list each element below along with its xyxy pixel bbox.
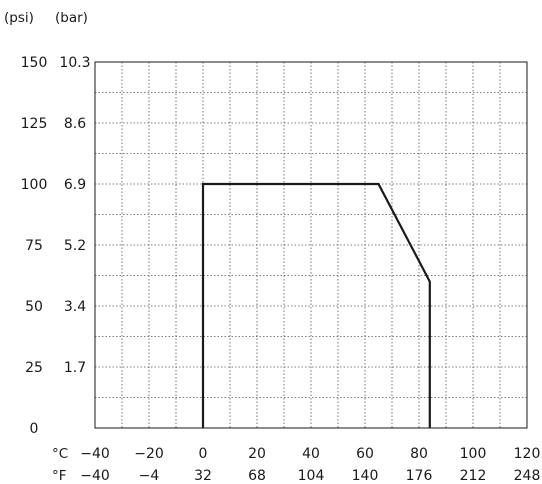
x-tick-label-celsius: 120 [514,446,541,462]
y-tick-label-psi: 150 [21,55,48,71]
y-tick-label-psi: 25 [25,360,43,376]
x-tick-label-celsius: 40 [302,446,320,462]
x-tick-label-celsius: 20 [248,446,266,462]
unit-celsius-label: °C [52,446,68,462]
x-tick-label-fahrenheit: −4 [139,468,160,484]
y-tick-label-psi: 0 [30,421,39,437]
x-tick-label-fahrenheit: 104 [298,468,325,484]
x-tick-label-fahrenheit: 248 [514,468,541,484]
grid [95,62,527,428]
unit-bar-label: (bar) [55,10,88,26]
x-tick-label-celsius: −20 [134,446,164,462]
x-tick-label-fahrenheit: −40 [80,468,110,484]
pressure-temperature-limit-line [201,182,431,428]
y-tick-label-bar: 6.9 [64,177,86,193]
y-tick-label-bar: 10.3 [59,55,90,71]
x-tick-label-fahrenheit: 140 [352,468,379,484]
unit-psi-label: (psi) [4,10,34,26]
y-tick-label-bar: 5.2 [64,238,86,254]
x-tick-label-fahrenheit: 32 [194,468,212,484]
y-tick-label-bar: 1.7 [64,360,86,376]
x-tick-label-fahrenheit: 176 [406,468,433,484]
y-tick-label-bar: 8.6 [64,116,86,132]
x-tick-label-celsius: 0 [199,446,208,462]
x-tick-label-celsius: −40 [80,446,110,462]
y-tick-label-psi: 125 [21,116,48,132]
x-tick-label-celsius: 80 [410,446,428,462]
x-tick-label-celsius: 60 [356,446,374,462]
y-tick-label-psi: 100 [21,177,48,193]
x-tick-label-fahrenheit: 212 [460,468,487,484]
plot-border [94,61,528,429]
y-tick-label-psi: 50 [25,299,43,315]
x-tick-label-celsius: 100 [460,446,487,462]
y-tick-label-psi: 75 [25,238,43,254]
y-tick-label-bar: 3.4 [64,299,86,315]
unit-fahrenheit-label: °F [52,468,67,484]
x-tick-label-fahrenheit: 68 [248,468,266,484]
